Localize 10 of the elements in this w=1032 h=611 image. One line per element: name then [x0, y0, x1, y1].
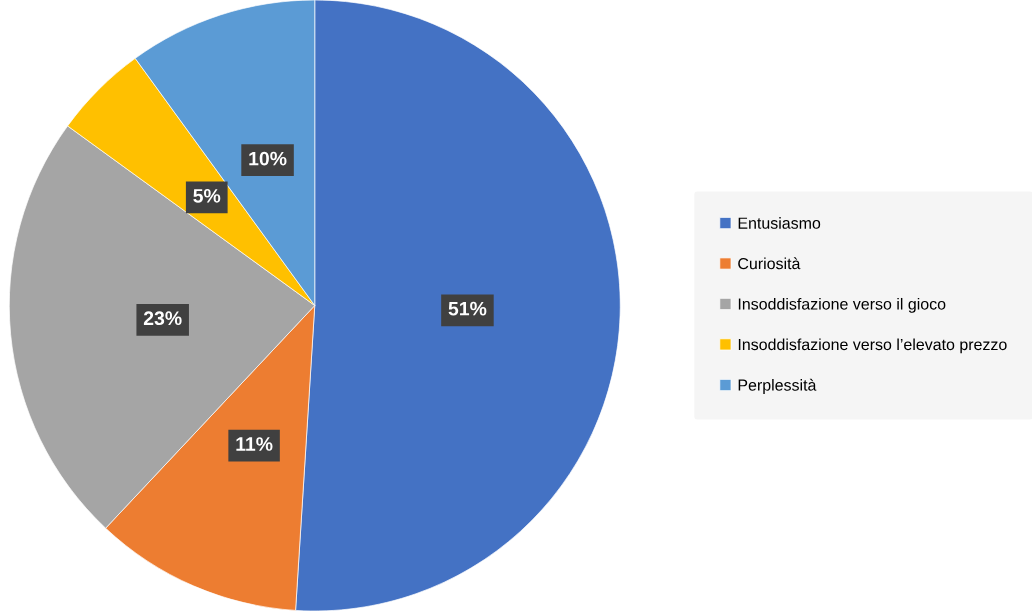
data-label: 23% — [143, 311, 182, 326]
data-label: 5% — [193, 188, 221, 203]
legend-label: Perplessità — [738, 378, 817, 394]
legend-label: Entusiasmo — [738, 217, 821, 229]
legend-label: Insoddisfazione verso l’elevato prezzo — [738, 338, 1007, 354]
data-label: 10% — [249, 151, 287, 166]
data-label: 11% — [236, 437, 273, 451]
legend-label: Curiosità — [738, 257, 801, 270]
data-label: 51% — [448, 301, 487, 316]
legend-label: Insoddisfazione verso il gioco — [738, 297, 946, 313]
